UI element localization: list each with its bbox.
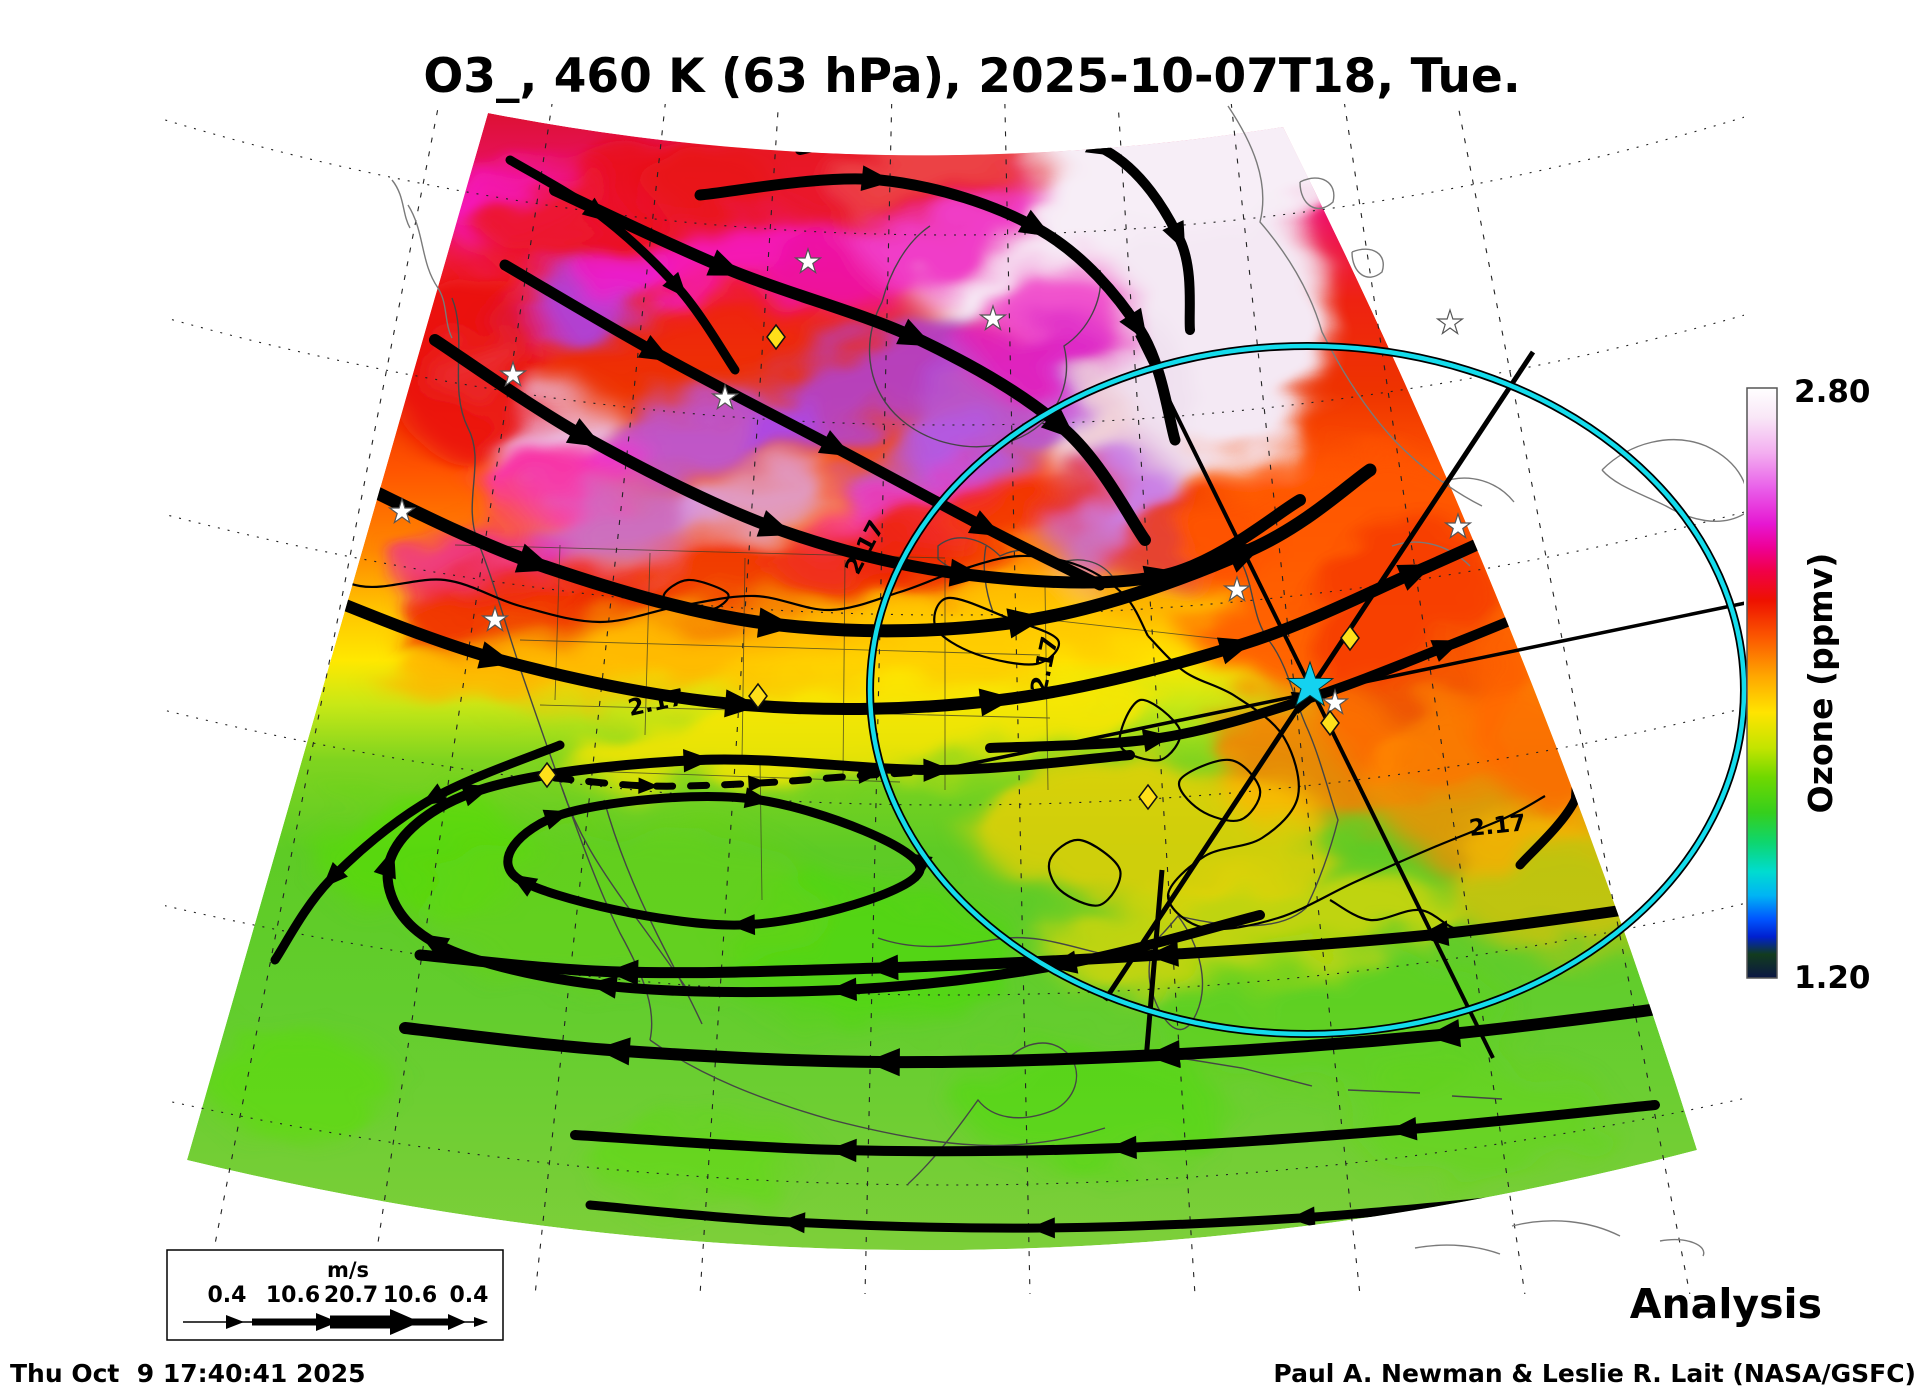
figure-title: O3_, 460 K (63 hPa), 2025-10-07T18, Tue. — [423, 49, 1520, 104]
wind-streamline — [505, 155, 740, 375]
colorbar-gradient — [1746, 387, 1778, 979]
colorbar: 2.80 1.20 Ozone (ppmv) — [1746, 374, 1871, 996]
contour-label: 2.17 — [1468, 810, 1527, 842]
wind-streamline — [551, 764, 1004, 794]
diamond-marker — [1320, 709, 1340, 737]
station-star-marker — [387, 497, 417, 525]
timestamp: Thu Oct 9 17:40:41 2025 — [10, 1359, 366, 1388]
credit: Paul A. Newman & Leslie R. Lait (NASA/GS… — [1273, 1359, 1916, 1388]
wind-streamline — [585, 1190, 1565, 1239]
section-line — [1143, 869, 1165, 1061]
streamline-layer — [270, 113, 1696, 1239]
colorbar-max-label: 2.80 — [1794, 374, 1871, 410]
coastline-labrador — [1227, 105, 1483, 507]
wind-legend-unit: m/s — [327, 1258, 369, 1282]
wind-legend-value: 20.7 — [324, 1283, 378, 1308]
center-star-marker — [1285, 660, 1335, 707]
diamond-marker — [748, 682, 768, 710]
diamond-marker — [537, 761, 557, 789]
station-star-marker — [793, 247, 823, 275]
wind-legend-value: 10.6 — [383, 1283, 437, 1308]
marker-layer — [387, 247, 1473, 811]
graticule-meridian — [1457, 104, 1691, 1294]
graticule-meridian — [204, 104, 440, 1294]
wind-streamline — [414, 899, 1666, 986]
range-ring-layer — [866, 342, 1748, 1038]
section-line — [939, 601, 1744, 772]
station-star-marker — [1320, 688, 1350, 716]
station-star-marker — [710, 383, 740, 411]
ozone-contour — [1177, 758, 1262, 822]
wind-legend-value: 0.4 — [450, 1283, 489, 1308]
diamond-marker — [1138, 783, 1158, 811]
station-star-marker — [978, 304, 1008, 332]
wind-streamline — [289, 514, 1536, 718]
station-star-marker — [1435, 308, 1465, 336]
diamond-marker — [766, 323, 786, 351]
station-star-marker — [1222, 575, 1252, 603]
analysis-label: Analysis — [1630, 1280, 1822, 1328]
coastline-greenland-tip — [1601, 439, 1744, 522]
station-star-marker — [498, 360, 528, 388]
station-star-marker — [1443, 512, 1473, 540]
wind-speed-legend: m/s 0.4 10.6 20.7 10.6 0.4 — [166, 1249, 504, 1341]
wind-streamline — [399, 999, 1696, 1077]
wind-streamline — [570, 1100, 1660, 1163]
wind-legend-arrow-scale — [183, 1309, 488, 1335]
wind-legend-value: 0.4 — [208, 1283, 247, 1308]
wind-streamline — [694, 165, 1181, 446]
diamond-marker — [1340, 624, 1360, 652]
wind-streamline — [270, 740, 565, 965]
coastline-south-islands — [1414, 1220, 1705, 1257]
coastline-alaska — [391, 179, 453, 339]
colorbar-axis-label: Ozone (ppmv) — [1801, 553, 1840, 814]
wind-legend-value: 10.6 — [266, 1283, 320, 1308]
station-star-marker — [480, 605, 510, 633]
colorbar-min-label: 1.20 — [1794, 960, 1871, 996]
range-ring — [867, 343, 1747, 1037]
section-line — [1102, 350, 1536, 1002]
